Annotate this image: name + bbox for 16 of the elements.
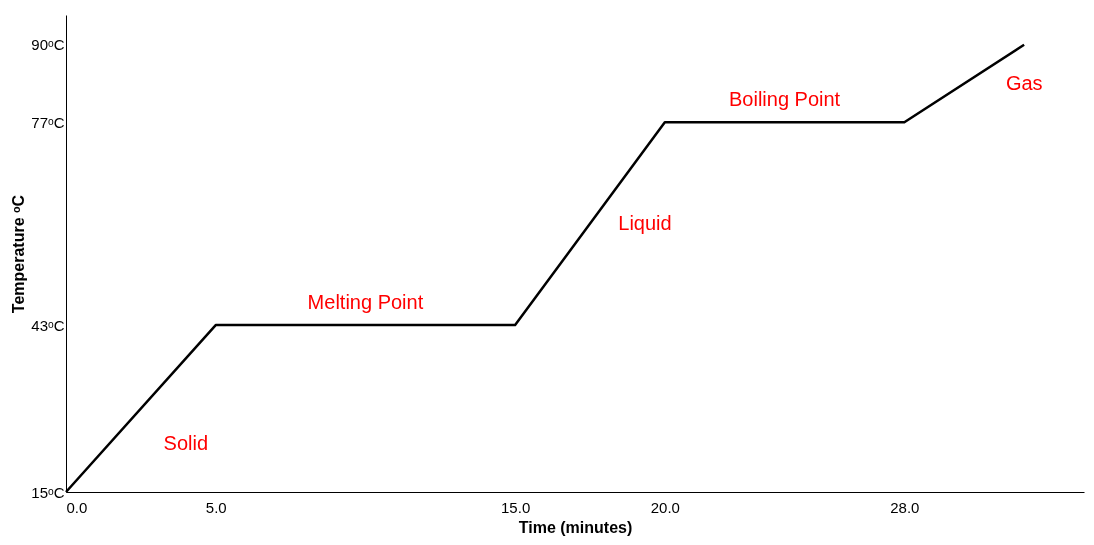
y-tick-label: 15ᵒC	[31, 483, 65, 501]
annotation: Solid	[163, 431, 209, 454]
y-axis-title: Temperature ᵒC	[10, 194, 28, 314]
x-tick-label: 28.0	[890, 498, 920, 516]
x-tick-label: 15.0	[501, 498, 531, 516]
y-tick-label: 77ᵒC	[31, 113, 65, 131]
x-tick-label: 5.0	[205, 498, 227, 516]
y-tick-label: 43ᵒC	[31, 316, 65, 334]
x-tick-label: 20.0	[650, 498, 680, 516]
annotation: Gas	[1005, 71, 1043, 94]
annotation: Boiling Point	[728, 88, 841, 111]
x-axis-title: Time (minutes)	[518, 518, 633, 536]
x-tick-label: 0.0	[66, 498, 88, 516]
annotation: Liquid	[618, 211, 672, 234]
annotation: Melting Point	[307, 291, 424, 314]
y-tick-label: 90ᵒC	[31, 36, 65, 54]
